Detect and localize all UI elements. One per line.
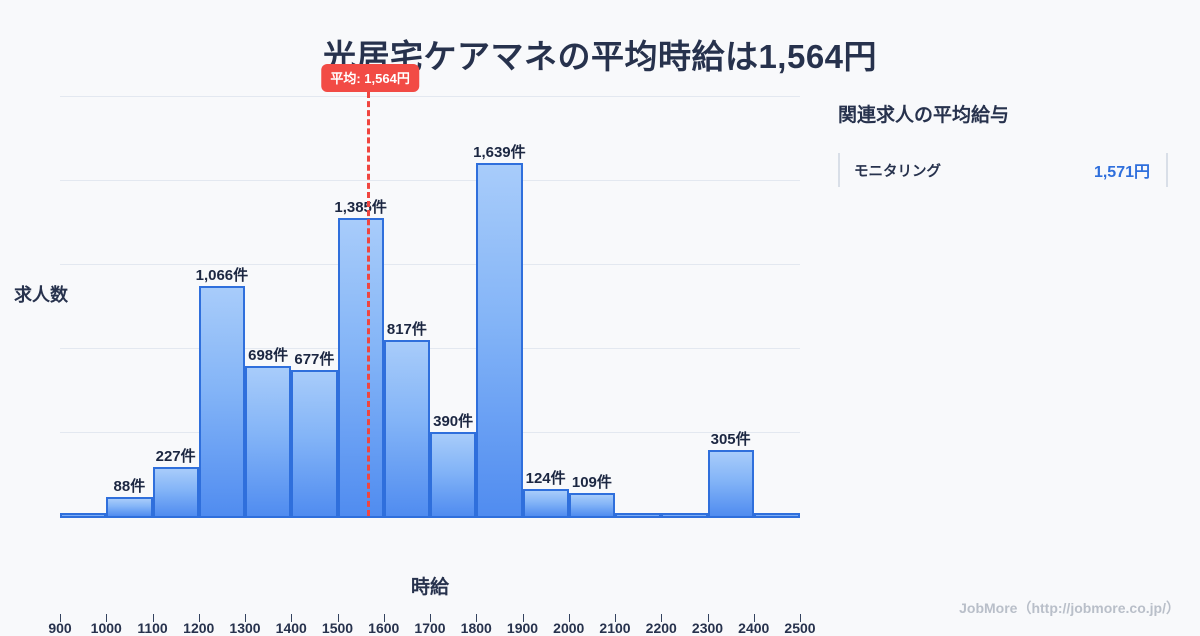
bar	[661, 513, 708, 516]
x-axis-tick-label: 2200	[645, 620, 677, 636]
mean-badge-label: 平均: 1,564円	[321, 64, 419, 92]
x-axis-tick-label: 1400	[275, 620, 307, 636]
mean-line-marker: 平均: 1,564円	[321, 64, 419, 516]
related-salary-list: モニタリング 1,571円	[838, 153, 1168, 187]
x-axis-tick	[661, 614, 663, 622]
related-salary-name: モニタリング	[854, 163, 941, 180]
bar-value-label: 305件	[710, 431, 751, 449]
x-axis-tick-label: 1600	[368, 620, 400, 636]
bar	[198, 286, 245, 516]
x-axis-tick	[106, 614, 108, 622]
x-axis-tick	[383, 614, 385, 622]
related-salary-panel-title: 関連求人の平均給与	[838, 105, 1010, 126]
x-axis-tick-label: 1500	[321, 620, 354, 636]
bar-series: 88件 227件 1,066件 698件 677件 1,385件 817件 390件 1,639…	[60, 96, 800, 516]
related-salary-panel: 関連求人の平均給与 モニタリング 1,571円	[838, 100, 1168, 187]
x-axis-tick	[800, 614, 801, 622]
x-axis-tick	[60, 614, 61, 622]
bar	[753, 513, 800, 516]
x-axis-tick	[707, 614, 709, 622]
x-axis-tick-label: 2300	[691, 620, 724, 636]
bar-value-label: 1,639件	[473, 143, 526, 161]
x-axis-tick-label: 1200	[183, 620, 215, 636]
x-axis-tick-label: 2400	[738, 620, 770, 636]
bar-value-label: 390件	[433, 413, 474, 430]
related-salary-value: 1,571円	[1093, 164, 1150, 181]
bar	[152, 467, 199, 516]
y-axis-label: 求人数	[14, 285, 68, 305]
x-axis-tick-label: 1300	[229, 620, 261, 636]
x-axis-tick	[152, 614, 154, 622]
x-axis-tick-label: 1000	[90, 620, 122, 636]
bar-value-label: 227件	[155, 448, 196, 466]
bar	[568, 492, 615, 516]
bar-value-label: 109件	[571, 473, 612, 491]
x-axis-tick-label: 900	[48, 620, 72, 636]
x-axis-tick	[615, 614, 616, 622]
bar	[245, 365, 292, 516]
chart-plot-area: 88件 227件 1,066件 698件 677件 1,385件 817件 390件 1,639…	[48, 64, 816, 636]
gridline	[60, 348, 800, 349]
x-axis-tick	[291, 614, 293, 622]
bar-value-label: 677件	[294, 351, 335, 369]
x-axis-label: 時給	[410, 577, 449, 598]
bar	[106, 497, 153, 516]
x-axis-tick-label: 1700	[414, 620, 446, 636]
x-axis-tick-label: 2100	[599, 620, 631, 636]
bar-value-label: 124件	[525, 470, 566, 488]
x-axis-tick	[198, 614, 200, 622]
bar	[383, 340, 430, 516]
footer-watermark: JobMore（http://jobmore.co.jp/）	[959, 600, 1180, 616]
bar	[476, 163, 523, 516]
x-axis-tick	[337, 614, 339, 622]
x-axis-tick-label: 1800	[460, 620, 492, 636]
x-axis-tick	[568, 614, 570, 622]
x-axis-tick	[522, 614, 524, 622]
bar	[615, 513, 662, 516]
bar-value-label: 1,385件	[334, 198, 387, 216]
x-axis-tick	[476, 614, 478, 622]
bar-value-label: 698件	[248, 346, 289, 364]
x-axis-tick-label: 2000	[553, 620, 585, 636]
bar-value-label: 817件	[386, 321, 427, 339]
gridline	[60, 96, 800, 97]
page-title: 光居宅ケアマネの平均時給は1,564円	[322, 38, 878, 75]
bar-value-label: 1,066件	[195, 267, 249, 285]
related-salary-row: モニタリング 1,571円	[838, 153, 1168, 187]
x-axis-baseline	[60, 516, 800, 518]
bar	[522, 489, 569, 516]
bar	[291, 370, 338, 516]
x-axis-tick-label: 1900	[506, 620, 539, 636]
x-axis-tick-label: 2500	[784, 620, 816, 636]
x-axis-tick-label: 1100	[137, 620, 168, 636]
bar	[430, 432, 477, 516]
x-axis-tick	[245, 614, 246, 622]
gridline	[60, 180, 800, 181]
bar	[60, 513, 107, 516]
bar	[707, 450, 754, 516]
x-axis-tick	[430, 614, 431, 622]
bar	[337, 217, 384, 516]
bar-value-label: 88件	[113, 478, 146, 496]
x-axis-tick	[753, 614, 755, 622]
gridline	[60, 264, 800, 265]
